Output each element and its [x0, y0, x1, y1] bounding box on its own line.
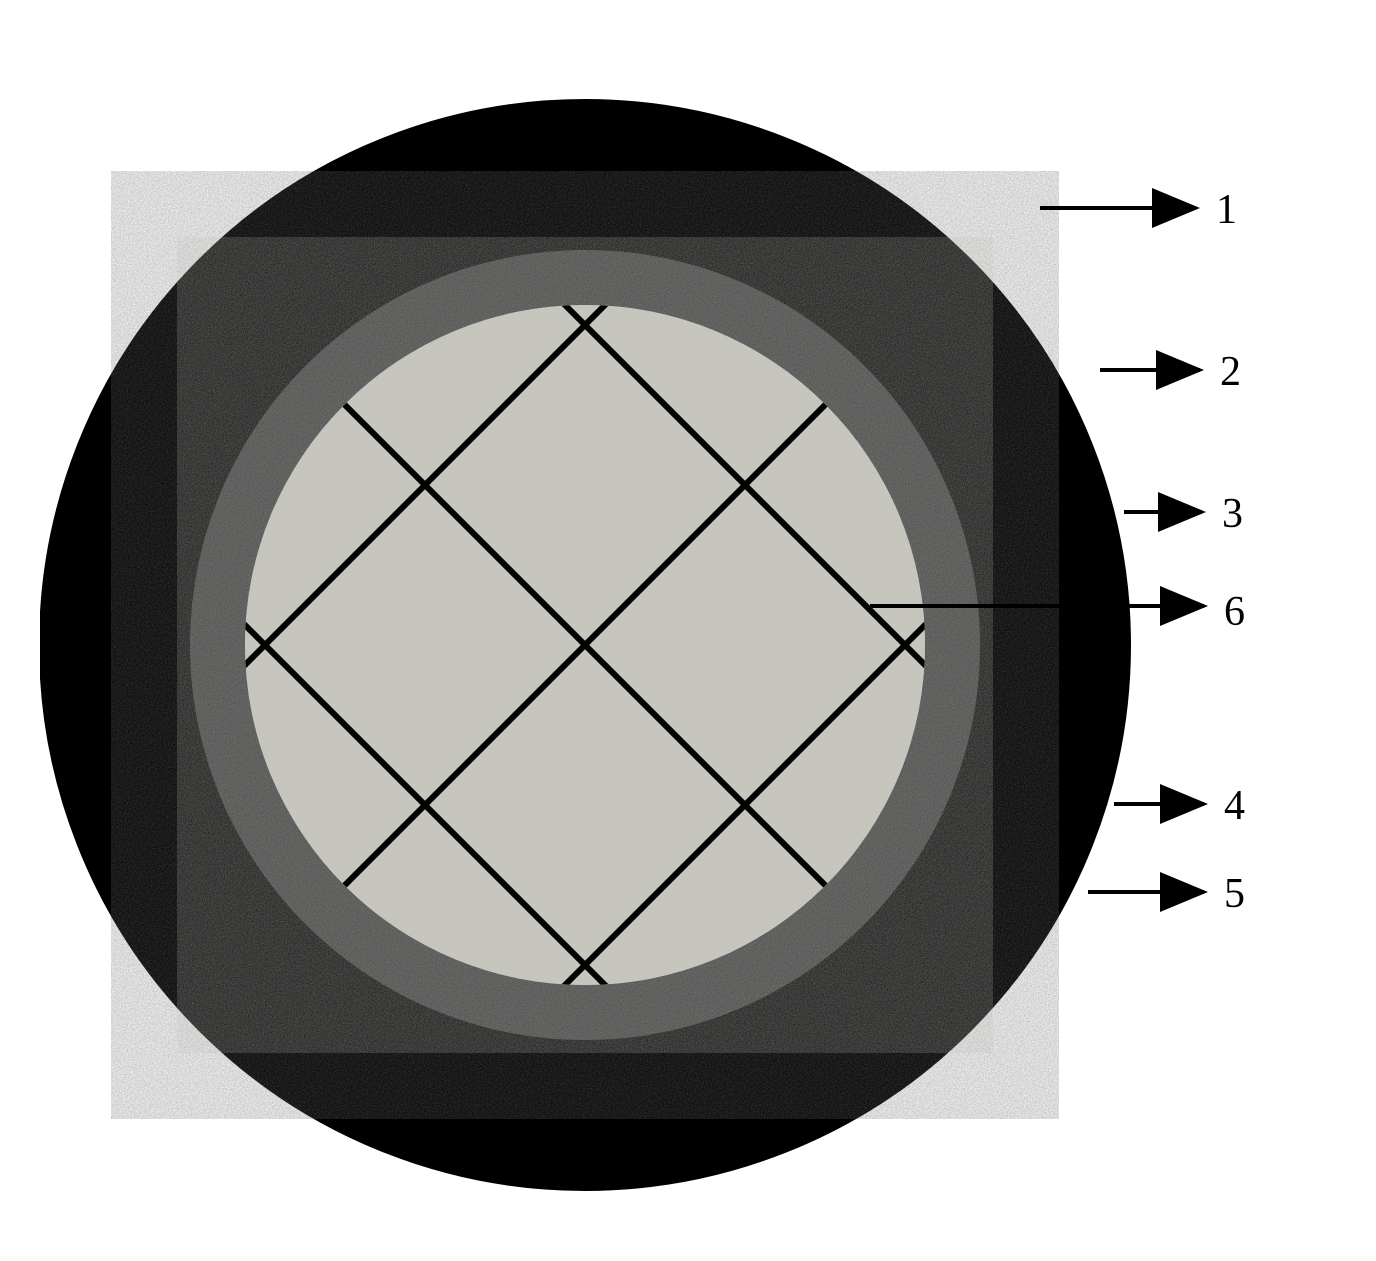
label-4: 4 — [1224, 782, 1245, 830]
label-5: 5 — [1224, 870, 1245, 918]
diagram-svg — [40, 40, 1376, 1240]
cross-section-diagram — [40, 40, 1140, 1200]
label-3: 3 — [1222, 490, 1243, 538]
label-6: 6 — [1224, 588, 1245, 636]
label-2: 2 — [1220, 348, 1241, 396]
label-1: 1 — [1216, 186, 1237, 234]
